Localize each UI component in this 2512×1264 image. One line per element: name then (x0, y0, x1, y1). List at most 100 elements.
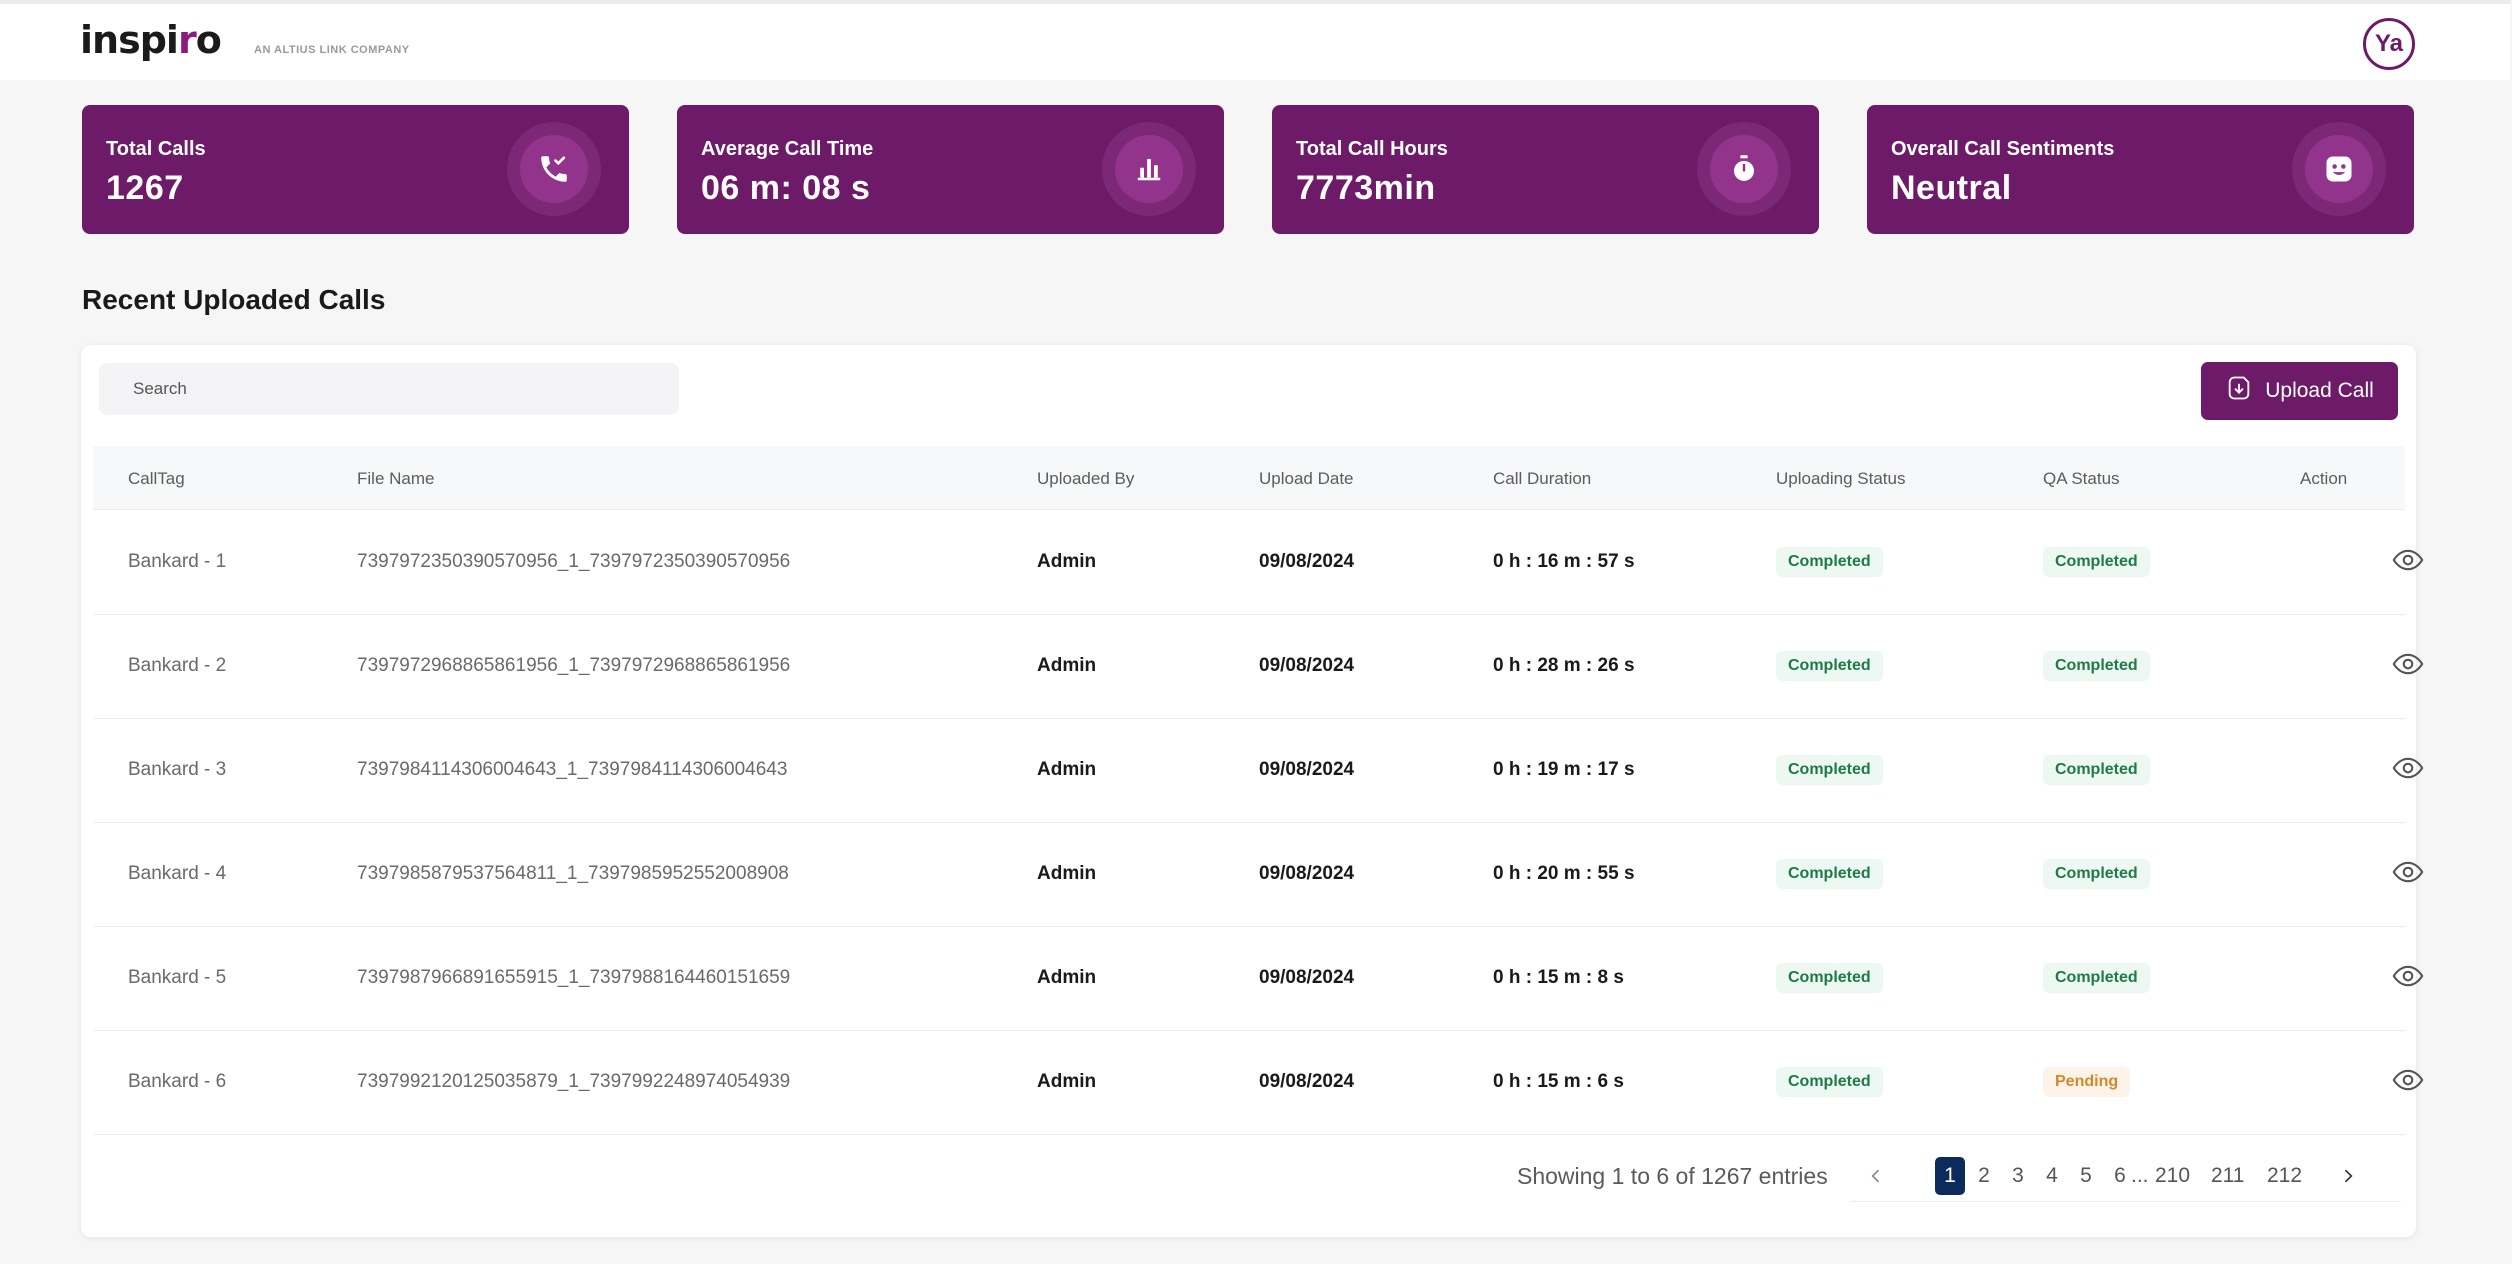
view-eye-icon[interactable] (2391, 751, 2425, 790)
cell-file-name: 7397987966891655915_1_739798816446015165… (357, 967, 791, 988)
pagination-ellipsis: ... (2131, 1164, 2149, 1187)
table-row[interactable]: Bankard - 5 7397987966891655915_1_739798… (93, 927, 2424, 1031)
cell-calltag: Bankard - 6 (128, 1071, 227, 1092)
upload-status-badge: Completed (1776, 859, 1883, 889)
stat-card-total-calls: Total Calls 1267 (82, 105, 629, 234)
stat-value: 1267 (106, 169, 184, 207)
cell-calltag: Bankard - 2 (128, 655, 227, 676)
page-button-6[interactable]: 6 (2114, 1164, 2126, 1187)
table-row[interactable]: Bankard - 6 7397992120125035879_1_739799… (93, 1031, 2424, 1135)
upload-status-badge: Completed (1776, 1067, 1883, 1097)
cell-uploaded-by: Admin (1037, 863, 1097, 884)
upload-status-badge: Completed (1776, 963, 1883, 993)
cell-call-duration: 0 h : 20 m : 55 s (1493, 863, 1635, 884)
cell-calltag: Bankard - 1 (128, 551, 227, 572)
cell-uploaded-by: Admin (1037, 759, 1097, 780)
table-row[interactable]: Bankard - 2 7397972968865861956_1_739797… (93, 615, 2424, 719)
chevron-right-icon (2344, 1169, 2353, 1183)
upload-status-badge: Completed (1776, 547, 1883, 577)
page-button-210[interactable]: 210 (2155, 1164, 2191, 1187)
cell-file-name: 7397972350390570956_1_739797235039057095… (357, 551, 791, 572)
stat-title: Overall Call Sentiments (1891, 138, 2115, 160)
cell-upload-date: 09/08/2024 (1259, 551, 1355, 572)
page-button-5[interactable]: 5 (2080, 1164, 2092, 1187)
column-header-uploaded-by[interactable]: Uploaded By (1037, 469, 1135, 488)
cell-call-duration: 0 h : 28 m : 26 s (1493, 655, 1635, 676)
cell-call-duration: 0 h : 15 m : 6 s (1493, 1071, 1624, 1092)
stat-card-overall-sentiments: Overall Call Sentiments Neutral (1867, 105, 2414, 234)
chevron-left-icon (1871, 1169, 1880, 1183)
section-title: Recent Uploaded Calls (82, 284, 386, 315)
user-avatar[interactable]: Ya (2363, 18, 2415, 70)
stat-title: Total Calls (106, 138, 206, 160)
pagination: 1 2 3 4 5 6 ... 210 211 212 (1851, 1148, 2401, 1202)
cell-calltag: Bankard - 5 (128, 967, 227, 988)
top-header: inspiro AN ALTIUS LINK COMPANY Ya (0, 0, 2510, 80)
cell-calltag: Bankard - 3 (128, 759, 227, 780)
cell-file-name: 7397992120125035879_1_739799224897405493… (357, 1071, 791, 1092)
bar-chart-icon (1102, 122, 1196, 216)
cell-call-duration: 0 h : 19 m : 17 s (1493, 759, 1635, 780)
cell-upload-date: 09/08/2024 (1259, 1071, 1355, 1092)
brand-subtitle: AN ALTIUS LINK COMPANY (254, 44, 410, 56)
brand-logo[interactable]: inspiro (80, 18, 222, 62)
cell-file-name: 7397985879537564811_1_739798595255200890… (357, 863, 789, 884)
table-header: CallTag File Name Uploaded By Upload Dat… (93, 446, 2405, 510)
search-input[interactable] (99, 363, 679, 415)
smiley-icon (2292, 122, 2386, 216)
qa-status-badge: Pending (2043, 1067, 2131, 1097)
table-row[interactable]: Bankard - 4 7397985879537564811_1_739798… (93, 823, 2424, 927)
cell-uploaded-by: Admin (1037, 655, 1097, 676)
stat-title: Average Call Time (701, 138, 874, 160)
column-header-call-duration[interactable]: Call Duration (1493, 469, 1592, 488)
stopwatch-icon (1697, 122, 1791, 216)
stat-value: Neutral (1891, 169, 2012, 207)
qa-status-badge: Completed (2043, 547, 2150, 577)
column-header-uploading-status[interactable]: Uploading Status (1776, 469, 1906, 488)
cell-calltag: Bankard - 4 (128, 863, 227, 884)
table-row[interactable]: Bankard - 1 7397972350390570956_1_739797… (93, 511, 2424, 615)
view-eye-icon[interactable] (2391, 1063, 2425, 1102)
view-eye-icon[interactable] (2391, 647, 2425, 686)
page-button-1[interactable]: 1 (1935, 1157, 1965, 1195)
column-header-upload-date[interactable]: Upload Date (1259, 469, 1354, 488)
cell-upload-date: 09/08/2024 (1259, 967, 1355, 988)
qa-status-badge: Completed (2043, 651, 2150, 681)
view-eye-icon[interactable] (2391, 543, 2425, 582)
calls-table-panel: Upload Call CallTag File Name Uploaded B… (81, 345, 2424, 1237)
stat-value: 06 m: 08 s (701, 169, 871, 207)
page-button-211[interactable]: 211 (2211, 1164, 2245, 1187)
view-eye-icon[interactable] (2391, 855, 2425, 894)
cell-uploaded-by: Admin (1037, 967, 1097, 988)
stat-card-total-call-hours: Total Call Hours 7773min (1272, 105, 1819, 234)
cell-upload-date: 09/08/2024 (1259, 863, 1355, 884)
qa-status-badge: Completed (2043, 963, 2150, 993)
column-header-file-name[interactable]: File Name (357, 469, 435, 488)
column-header-calltag[interactable]: CallTag (128, 469, 185, 488)
view-eye-icon[interactable] (2391, 959, 2425, 998)
upload-status-badge: Completed (1776, 755, 1883, 785)
stat-card-average-call-time: Average Call Time 06 m: 08 s (677, 105, 1224, 234)
table-row[interactable]: Bankard - 3 7397984114306004643_1_739798… (93, 719, 2424, 823)
cell-uploaded-by: Admin (1037, 1071, 1097, 1092)
cell-upload-date: 09/08/2024 (1259, 655, 1355, 676)
stat-value: 7773min (1296, 169, 1436, 207)
pagination-prev-button[interactable] (1861, 1157, 1891, 1195)
page-button-3[interactable]: 3 (2012, 1164, 2024, 1187)
cell-upload-date: 09/08/2024 (1259, 759, 1355, 780)
page-button-4[interactable]: 4 (2046, 1164, 2058, 1187)
cell-call-duration: 0 h : 15 m : 8 s (1493, 967, 1624, 988)
column-header-action: Action (2300, 469, 2348, 488)
page-button-212[interactable]: 212 (2267, 1164, 2303, 1187)
phone-check-icon (507, 122, 601, 216)
qa-status-badge: Completed (2043, 859, 2150, 889)
cell-file-name: 7397972968865861956_1_739797296886586195… (357, 655, 791, 676)
stat-title: Total Call Hours (1296, 138, 1448, 160)
cell-file-name: 7397984114306004643_1_739798411430600464… (357, 759, 788, 780)
pagination-next-button[interactable] (2333, 1157, 2363, 1195)
upload-call-button[interactable]: Upload Call (2201, 362, 2398, 420)
page-button-2[interactable]: 2 (1978, 1164, 1990, 1187)
column-header-qa-status[interactable]: QA Status (2043, 469, 2120, 488)
cell-uploaded-by: Admin (1037, 551, 1097, 572)
